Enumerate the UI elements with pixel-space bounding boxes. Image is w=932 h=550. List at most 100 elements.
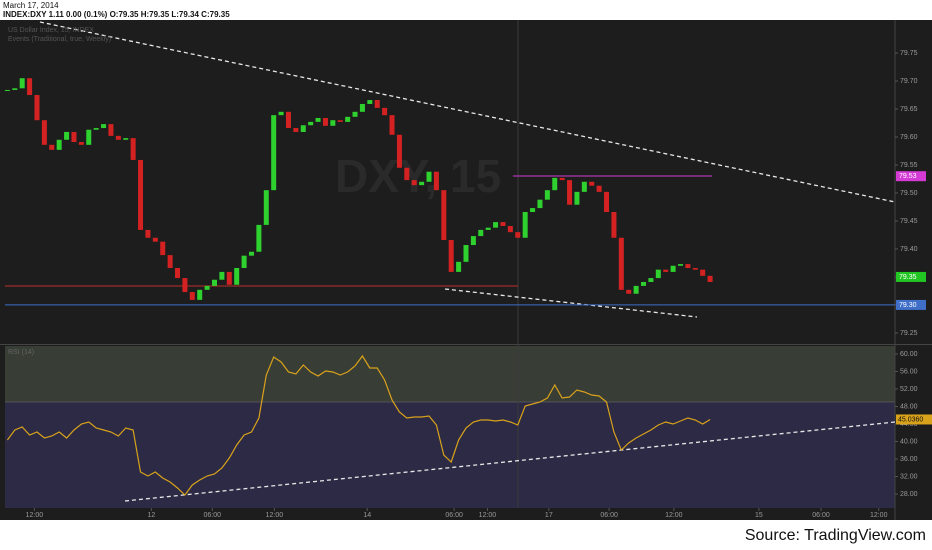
candle <box>655 269 661 279</box>
candle <box>677 264 683 266</box>
y-tick-label: 32.00 <box>900 473 918 480</box>
x-tick-label: 12:00 <box>26 512 44 519</box>
candle <box>374 100 380 108</box>
level-box <box>896 171 926 182</box>
candle <box>19 78 25 89</box>
y-tick-label: 60.00 <box>900 351 918 358</box>
candle <box>456 261 462 272</box>
y-tick-label: 79.55 <box>900 162 918 169</box>
candle <box>433 171 439 191</box>
y-tick-label: 40.00 <box>900 438 918 445</box>
candle <box>389 115 395 135</box>
y-tick-label: 48.00 <box>900 403 918 410</box>
candle <box>633 285 639 294</box>
candle <box>507 226 513 233</box>
y-tick-label: 79.50 <box>900 190 918 197</box>
candle <box>278 111 284 116</box>
candle <box>241 255 247 268</box>
y-tick-label: 28.00 <box>900 491 918 498</box>
level-label: 79.35 <box>899 274 917 281</box>
x-tick-label: 12:00 <box>870 512 888 519</box>
candle <box>626 289 632 294</box>
candle <box>271 115 277 191</box>
candle <box>197 289 203 300</box>
candle <box>234 267 240 285</box>
y-tick-label: 79.65 <box>900 106 918 113</box>
candle <box>248 251 254 256</box>
y-tick-label: 79.60 <box>900 134 918 141</box>
candle <box>485 227 491 230</box>
candle <box>441 190 447 240</box>
candle <box>419 181 425 186</box>
candle <box>175 267 181 279</box>
candle <box>618 237 624 290</box>
rsi-lower-band <box>5 402 895 508</box>
candle <box>71 131 77 143</box>
y-tick-label: 79.45 <box>900 218 918 225</box>
y-tick-label: 79.70 <box>900 78 918 85</box>
quote: INDEX:DXY 1.11 0.00 (0.1%) O:79.35 H:79.… <box>3 10 230 19</box>
current-box <box>896 414 932 425</box>
candle <box>685 264 691 268</box>
candle <box>263 190 269 225</box>
candle <box>470 236 476 246</box>
candle <box>522 212 528 238</box>
level-label: 79.53 <box>899 173 917 180</box>
candle <box>152 237 158 242</box>
candle <box>145 229 151 238</box>
candle <box>64 131 70 140</box>
candle <box>219 271 225 280</box>
candle <box>692 267 698 270</box>
candle <box>226 271 232 285</box>
candle <box>537 199 543 209</box>
candle <box>574 191 580 205</box>
date: March 17, 2014 <box>3 1 59 10</box>
candle <box>337 120 343 122</box>
candle <box>567 180 573 205</box>
candle <box>707 275 713 282</box>
y-tick-label: 79.40 <box>900 246 918 253</box>
source: Source: TradingView.com <box>745 527 926 544</box>
candle <box>138 159 144 230</box>
candle <box>56 139 62 150</box>
candle <box>604 191 610 213</box>
rsi-line <box>6 354 711 496</box>
candle <box>552 177 558 191</box>
x-tick-label: 06:00 <box>812 512 830 519</box>
candle <box>463 245 469 262</box>
candle <box>581 181 587 192</box>
candle <box>41 120 47 145</box>
candle <box>300 125 306 132</box>
level-label: 79.30 <box>899 302 917 309</box>
candle <box>589 181 595 186</box>
x-tick-label: 12:00 <box>266 512 284 519</box>
candle <box>700 269 706 276</box>
candle <box>115 135 121 140</box>
x-tick-label: 17 <box>545 512 553 519</box>
level-box <box>896 271 926 282</box>
current-label: 45.0360 <box>898 416 923 423</box>
y-tick-label: 79.25 <box>900 330 918 337</box>
candle <box>648 278 654 282</box>
candle <box>27 78 33 96</box>
candle <box>396 134 402 168</box>
candle <box>448 239 454 272</box>
candle <box>352 111 358 117</box>
x-tick-label: 15 <box>755 512 763 519</box>
candle <box>596 185 602 192</box>
x-tick-label: 12:00 <box>665 512 683 519</box>
y-tick-label: 36.00 <box>900 456 918 463</box>
candle <box>322 117 328 126</box>
candle <box>123 138 129 140</box>
trendline <box>124 421 896 502</box>
candle <box>182 278 188 293</box>
candle <box>544 190 550 200</box>
trendline <box>444 288 698 318</box>
candle <box>330 120 336 126</box>
candle <box>12 88 18 90</box>
candle <box>641 281 647 286</box>
series-title: US Dollar Index, 15, INDEX <box>8 27 94 34</box>
x-tick-label: 06:00 <box>600 512 618 519</box>
candle <box>108 124 114 136</box>
x-tick-label: 12 <box>147 512 155 519</box>
